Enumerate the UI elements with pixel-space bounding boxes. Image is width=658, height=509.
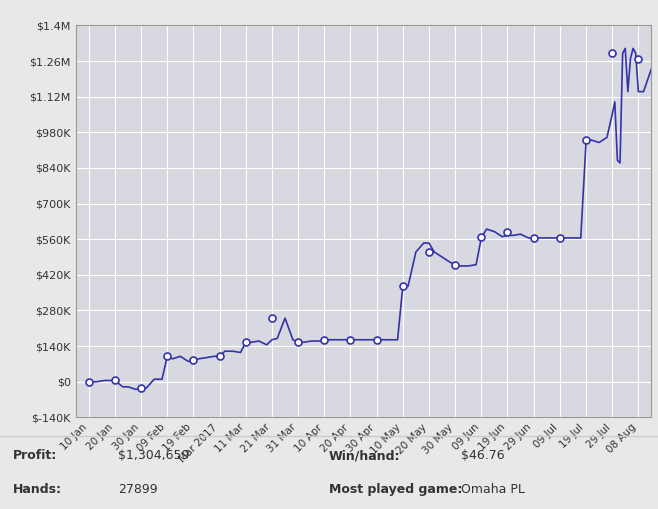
Text: Most played game:: Most played game: (329, 484, 463, 496)
Text: Hands:: Hands: (13, 484, 62, 496)
Text: $46.76: $46.76 (461, 449, 504, 462)
Text: 27899: 27899 (118, 484, 158, 496)
Text: Win/hand:: Win/hand: (329, 449, 401, 462)
Text: Profit:: Profit: (13, 449, 57, 462)
Text: $1,304,659: $1,304,659 (118, 449, 190, 462)
Text: Omaha PL: Omaha PL (461, 484, 524, 496)
